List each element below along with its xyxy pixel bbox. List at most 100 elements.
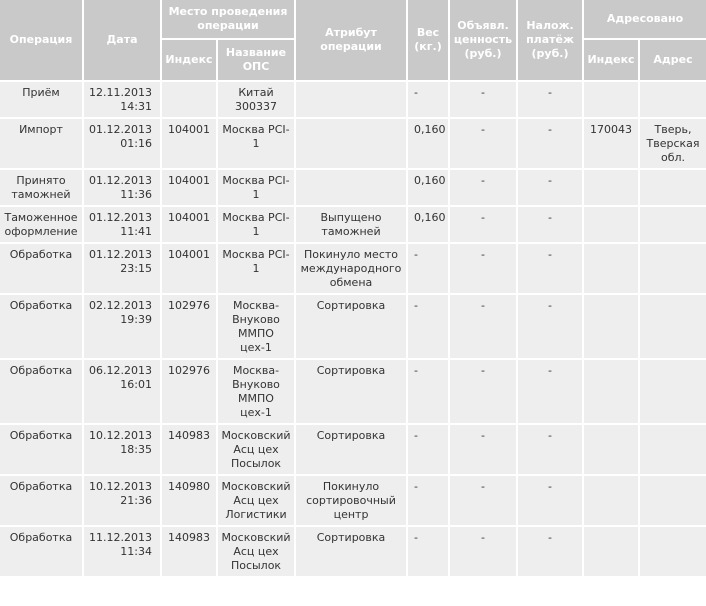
addr-address-cell (640, 170, 706, 205)
addr-address-cell (640, 207, 706, 242)
header-addr-index: Индекс (584, 40, 639, 80)
operation-cell: Импорт (0, 119, 82, 168)
time-value: 18:35 (120, 443, 152, 456)
addr-address-cell (640, 82, 706, 117)
addr-index-cell (584, 207, 639, 242)
time-value: 01:16 (120, 137, 152, 150)
addr-address-cell (640, 360, 706, 423)
table-row: Обработка 10.12.2013 18:35 140983 Московский… (0, 425, 706, 474)
addr-index-cell (584, 527, 639, 576)
place-index-cell (162, 82, 216, 117)
date-cell: 01.12.2013 23:15 (84, 244, 160, 293)
declared-value-cell: - (450, 425, 517, 474)
addr-address-cell (640, 476, 706, 525)
addr-address-cell (640, 527, 706, 576)
date-cell: 10.12.2013 18:35 (84, 425, 160, 474)
weight-cell: 0,160 (408, 170, 449, 205)
tracking-table: Операция Дата Место проведения операции … (0, 0, 706, 576)
header-attribute: Атрибут операции (296, 0, 407, 80)
place-name-cell: Московский Асц цех Логистики (218, 476, 295, 525)
place-name-cell: Москва-Внуково ММПО цех-1 (218, 295, 295, 358)
place-index-cell: 104001 (162, 207, 216, 242)
cod-cell: - (518, 82, 583, 117)
weight-cell: - (408, 425, 449, 474)
operation-cell: Приём (0, 82, 82, 117)
table-row: Обработка 10.12.2013 21:36 140980 Московский… (0, 476, 706, 525)
place-index-cell: 104001 (162, 244, 216, 293)
place-index-cell: 140983 (162, 425, 216, 474)
table-row: Обработка 02.12.2013 19:39 102976 Москва-Вну… (0, 295, 706, 358)
cod-cell: - (518, 119, 583, 168)
date-value: 01.12.2013 (89, 174, 152, 187)
addr-index-cell: 170043 (584, 119, 639, 168)
attribute-cell: Покинуло место международного обмена (296, 244, 407, 293)
cod-cell: - (518, 244, 583, 293)
attribute-cell: Сортировка (296, 425, 407, 474)
addr-address-cell (640, 244, 706, 293)
addr-index-cell (584, 82, 639, 117)
place-name-cell: Москва PCI-1 (218, 119, 295, 168)
declared-value-cell: - (450, 295, 517, 358)
place-name-cell: Москва PCI-1 (218, 170, 295, 205)
header-declared-value: Объявл. ценность (руб.) (450, 0, 517, 80)
weight-cell: - (408, 295, 449, 358)
attribute-cell: Сортировка (296, 527, 407, 576)
header-place: Место проведения операции (162, 0, 295, 38)
attribute-cell: Сортировка (296, 295, 407, 358)
header-cod: Налож. платёж (руб.) (518, 0, 583, 80)
date-cell: 12.11.2013 14:31 (84, 82, 160, 117)
header-place-name: Название ОПС (218, 40, 295, 80)
addr-index-cell (584, 170, 639, 205)
time-value: 21:36 (120, 494, 152, 507)
table-row: Обработка 06.12.2013 16:01 102976 Москва-Вну… (0, 360, 706, 423)
cod-cell: - (518, 476, 583, 525)
attribute-cell: Выпущено таможней (296, 207, 407, 242)
weight-cell: 0,160 (408, 119, 449, 168)
addr-index-cell (584, 425, 639, 474)
date-cell: 06.12.2013 16:01 (84, 360, 160, 423)
date-value: 02.12.2013 (89, 299, 152, 312)
place-index-cell: 102976 (162, 360, 216, 423)
date-value: 10.12.2013 (89, 480, 152, 493)
declared-value-cell: - (450, 476, 517, 525)
weight-cell: 0,160 (408, 207, 449, 242)
time-value: 11:41 (120, 225, 152, 238)
date-cell: 11.12.2013 11:34 (84, 527, 160, 576)
date-cell: 10.12.2013 21:36 (84, 476, 160, 525)
header-place-index: Индекс (162, 40, 216, 80)
addr-index-cell (584, 244, 639, 293)
addr-address-cell: Тверь, Тверская обл. (640, 119, 706, 168)
place-index-cell: 104001 (162, 119, 216, 168)
header-operation: Операция (0, 0, 82, 80)
tracking-rows: Приём 12.11.2013 14:31 Китай 300337- - - Импор… (0, 82, 706, 576)
declared-value-cell: - (450, 119, 517, 168)
attribute-cell (296, 119, 407, 168)
addr-index-cell (584, 360, 639, 423)
date-cell: 01.12.2013 01:16 (84, 119, 160, 168)
place-index-cell: 140980 (162, 476, 216, 525)
place-name-cell: Москва PCI-1 (218, 244, 295, 293)
attribute-cell (296, 82, 407, 117)
operation-cell: Обработка (0, 295, 82, 358)
attribute-cell: Сортировка (296, 360, 407, 423)
declared-value-cell: - (450, 527, 517, 576)
cod-cell: - (518, 170, 583, 205)
addr-index-cell (584, 476, 639, 525)
date-value: 06.12.2013 (89, 364, 152, 377)
date-value: 12.11.2013 (89, 86, 152, 99)
date-value: 01.12.2013 (89, 123, 152, 136)
date-cell: 01.12.2013 11:41 (84, 207, 160, 242)
operation-cell: Обработка (0, 244, 82, 293)
place-index-cell: 102976 (162, 295, 216, 358)
header-date: Дата (84, 0, 160, 80)
header-addr-address: Адрес (640, 40, 706, 80)
place-index-cell: 140983 (162, 527, 216, 576)
declared-value-cell: - (450, 82, 517, 117)
place-index-cell: 104001 (162, 170, 216, 205)
time-value: 16:01 (120, 378, 152, 391)
time-value: 11:36 (120, 188, 152, 201)
table-row: Приём 12.11.2013 14:31 Китай 300337- - - (0, 82, 706, 117)
declared-value-cell: - (450, 170, 517, 205)
place-name-cell: Московский Асц цех Посылок (218, 527, 295, 576)
table-row: Импорт 01.12.2013 01:16 104001 Москва PCI-1 0… (0, 119, 706, 168)
